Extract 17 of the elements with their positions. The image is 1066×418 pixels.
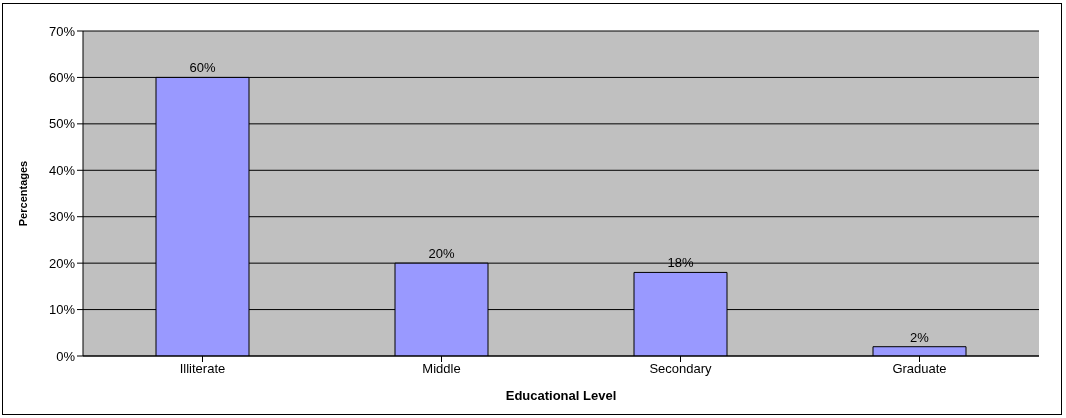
y-tick-label: 40% <box>48 162 76 178</box>
y-axis-title: Percentages <box>16 160 29 227</box>
y-tick-label: 50% <box>48 116 76 132</box>
data-label: 20% <box>428 246 455 262</box>
y-tick-label: 60% <box>48 70 76 86</box>
y-tick-label: 10% <box>48 302 76 318</box>
data-label: 2% <box>910 329 930 345</box>
x-tick-label: Illiterate <box>179 361 226 377</box>
data-label: 60% <box>189 60 216 76</box>
x-tick-label: Middle <box>422 361 461 377</box>
x-axis-title: Educational Level <box>505 388 617 403</box>
y-tick-label: 70% <box>48 23 76 39</box>
y-tick-label: 30% <box>48 209 76 225</box>
x-tick-label: Graduate <box>892 361 947 377</box>
x-tick-label: Secondary <box>649 361 713 377</box>
y-tick-label: 0% <box>56 348 76 364</box>
y-tick-label: 20% <box>48 255 76 271</box>
